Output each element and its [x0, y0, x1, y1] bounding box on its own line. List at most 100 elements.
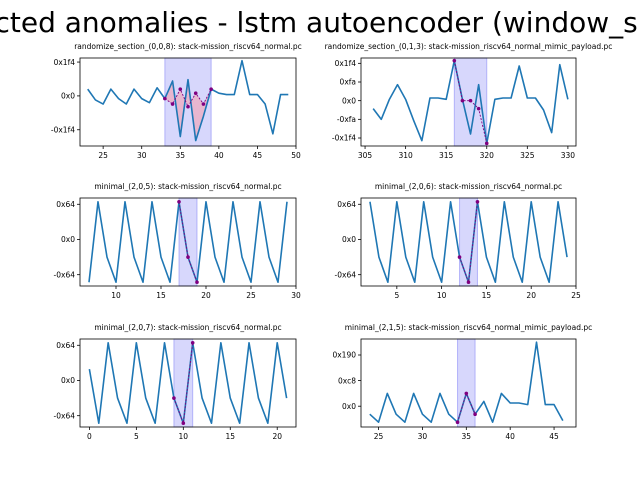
x-tick-label: 15: [225, 432, 235, 441]
axes-frame: [79, 197, 297, 287]
x-tick-label: 310: [398, 151, 413, 160]
reconstruction-point: [163, 96, 167, 101]
x-tick-label: 30: [418, 432, 428, 441]
x-tick-label: 35: [462, 432, 472, 441]
reconstruction-point: [186, 104, 190, 109]
y-tick-label: 0x0: [61, 235, 75, 244]
anomaly-window: [459, 197, 478, 287]
x-tick-label: 50: [291, 151, 301, 160]
x-tick-label: 15: [482, 291, 492, 300]
series-line: [372, 59, 569, 145]
x-tick-label: 25: [374, 432, 384, 441]
subplot-title: minimal_(2,1,5): stack-mission_riscv64_n…: [345, 323, 593, 332]
axes-frame: [79, 338, 297, 428]
y-tick-label: 0x64: [337, 200, 356, 209]
x-tick-label: 40: [214, 151, 224, 160]
reconstruction-point: [178, 87, 183, 91]
y-tick-label: 0x0: [61, 376, 75, 385]
y-tick-label: -0xfa: [337, 115, 356, 124]
y-tick-label: -0x64: [54, 270, 76, 279]
x-tick-label: 5: [394, 291, 399, 300]
y-tick-label: -0x64: [335, 270, 357, 279]
subplot-grid: randomize_section_(0,0,8): stack-mission…: [51, 42, 613, 441]
y-tick-label: 0x190: [332, 351, 356, 360]
subplot-title: minimal_(2,0,6): stack-mission_riscv64_n…: [375, 182, 562, 191]
error-fill: [164, 79, 212, 141]
x-tick-label: 325: [520, 151, 535, 160]
x-tick-label: 25: [98, 151, 108, 160]
y-tick-label: 0xc8: [338, 376, 356, 385]
subplot-title: minimal_(2,0,5): stack-mission_riscv64_n…: [94, 182, 281, 191]
reconstruction-point: [460, 98, 465, 103]
axes-frame: [360, 338, 577, 428]
axes-frame: [360, 197, 577, 287]
y-tick-label: 0x64: [56, 200, 75, 209]
x-tick-label: 20: [272, 432, 282, 441]
reconstruction-point: [201, 102, 206, 106]
reconstruction-point: [195, 280, 199, 285]
y-tick-label: -0x1f4: [332, 134, 356, 143]
x-tick-label: 30: [137, 151, 147, 160]
x-tick-label: 45: [549, 432, 559, 441]
axes-frame: [360, 57, 577, 147]
x-tick-label: 25: [246, 291, 256, 300]
y-tick-label: 0x1f4: [54, 58, 76, 67]
x-tick-label: 45: [253, 151, 263, 160]
reconstruction-line: [459, 201, 478, 283]
reconstruction-point: [464, 391, 469, 396]
x-tick-label: 10: [437, 291, 447, 300]
reconstruction-point: [193, 91, 198, 95]
reconstruction-point: [172, 396, 176, 400]
subplot-2: randomize_section_(0,1,3): stack-mission…: [325, 42, 613, 160]
y-tick-label: 0x64: [56, 341, 75, 350]
y-tick-label: -0x1f4: [51, 125, 75, 134]
reconstruction-point: [475, 199, 480, 204]
reconstruction-point: [473, 412, 477, 417]
y-tick-label: 0x0: [342, 96, 356, 105]
reconstruction-point: [190, 340, 195, 345]
x-tick-label: 10: [111, 291, 121, 300]
x-tick-label: 0: [87, 432, 92, 441]
y-tick-label: 0x1f4: [335, 59, 357, 68]
y-tick-label: 0x0: [342, 235, 356, 244]
reconstruction-point: [455, 420, 460, 425]
reconstruction-point: [181, 421, 186, 426]
subplot-title: minimal_(2,0,7): stack-mission_riscv64_n…: [94, 323, 281, 332]
reconstruction-point: [457, 255, 462, 259]
reconstruction-point: [484, 141, 489, 146]
x-tick-label: 320: [480, 151, 495, 160]
reconstruction-point: [170, 102, 175, 106]
x-tick-label: 10: [179, 432, 189, 441]
y-tick-label: 0x0: [342, 402, 356, 411]
x-tick-label: 30: [291, 291, 301, 300]
subplot-6: minimal_(2,1,5): stack-mission_riscv64_n…: [332, 323, 592, 441]
reconstruction-point: [452, 58, 457, 63]
subplot-title: randomize_section_(0,0,8): stack-mission…: [74, 42, 302, 51]
x-tick-label: 25: [571, 291, 581, 300]
y-tick-label: 0x0: [61, 92, 75, 101]
subplot-title: randomize_section_(0,1,3): stack-mission…: [325, 42, 613, 51]
reconstruction-point: [476, 106, 481, 111]
subplot-4: minimal_(2,0,6): stack-mission_riscv64_n…: [335, 182, 581, 300]
x-tick-label: 15: [156, 291, 166, 300]
reconstruction-line: [173, 342, 194, 424]
y-tick-label: 0xfa: [340, 78, 356, 87]
reconstruction-point: [468, 98, 473, 103]
y-tick-label: -0x64: [54, 411, 76, 420]
x-tick-label: 20: [526, 291, 536, 300]
x-tick-label: 20: [201, 291, 211, 300]
figure-title: cted anomalies - lstm autoencoder (windo…: [0, 6, 640, 39]
x-tick-label: 35: [176, 151, 186, 160]
reconstruction-point: [186, 255, 190, 259]
x-tick-label: 5: [134, 432, 139, 441]
x-tick-label: 40: [505, 432, 515, 441]
reconstruction-point: [466, 280, 471, 285]
x-tick-label: 330: [561, 151, 576, 160]
series-line: [87, 59, 289, 142]
subplot-1: randomize_section_(0,0,8): stack-mission…: [51, 42, 302, 160]
subplot-3: minimal_(2,0,5): stack-mission_riscv64_n…: [54, 182, 301, 300]
x-tick-label: 305: [358, 151, 373, 160]
x-tick-label: 315: [439, 151, 454, 160]
axes-frame: [79, 57, 297, 147]
